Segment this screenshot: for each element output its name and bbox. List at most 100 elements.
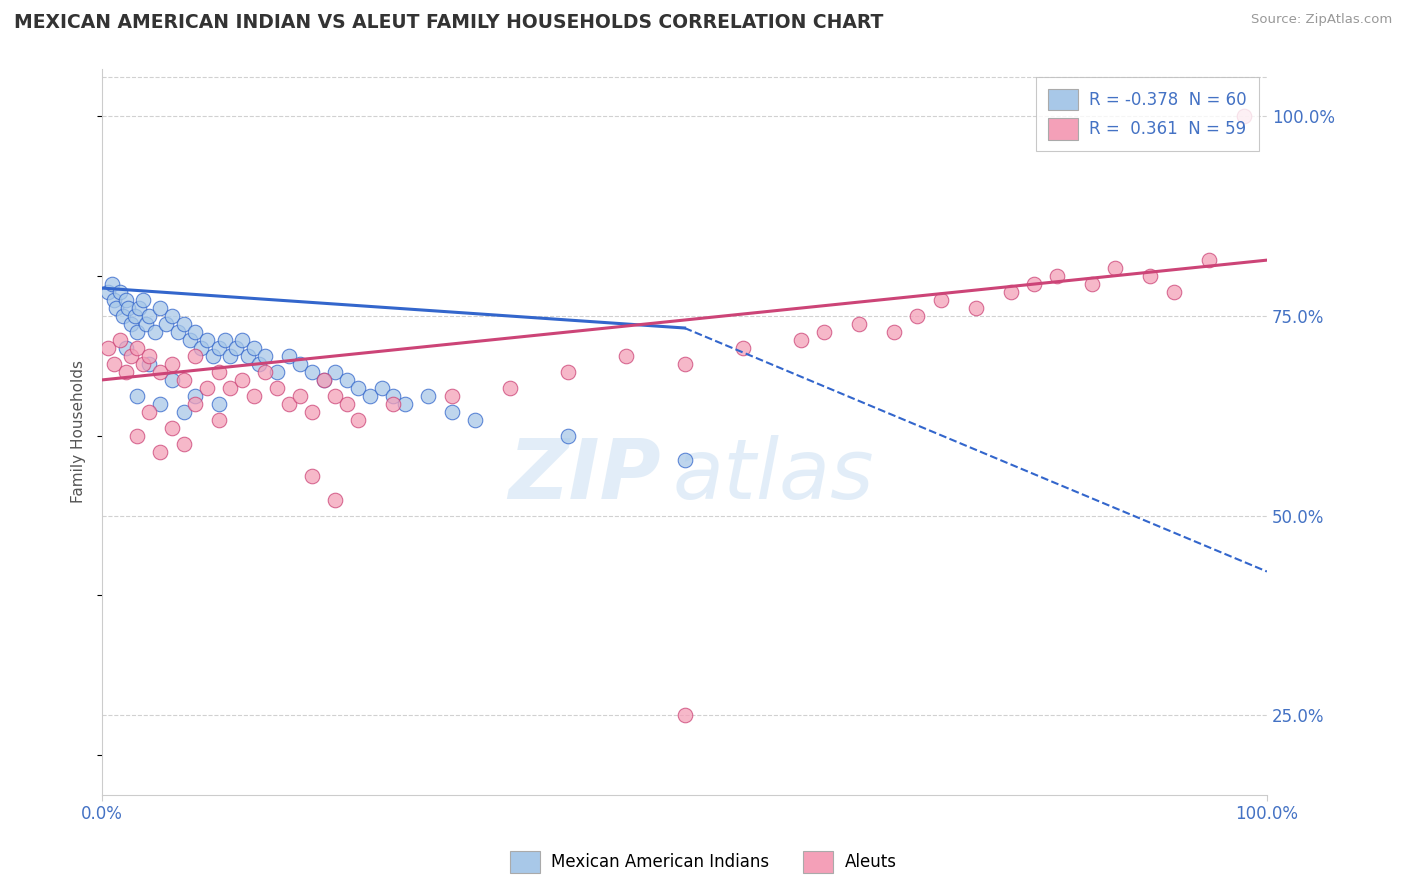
Point [929, 293, 952, 307]
Point [673, 357, 696, 371]
Point [347, 413, 370, 427]
Point [149, 397, 172, 411]
Point [149, 365, 172, 379]
Point [907, 309, 929, 323]
Point [124, 309, 146, 323]
Point [138, 309, 160, 323]
Point [336, 373, 359, 387]
Text: ZIP: ZIP [509, 435, 661, 516]
Point [249, 357, 271, 371]
Legend: R = -0.378  N = 60, R =  0.361  N = 59: R = -0.378 N = 60, R = 0.361 N = 59 [1036, 77, 1258, 152]
Point [160, 357, 183, 371]
Point [108, 285, 131, 299]
Point [266, 365, 288, 379]
Point [1022, 277, 1045, 291]
Legend: Mexican American Indians, Aleuts: Mexican American Indians, Aleuts [503, 845, 903, 880]
Point [254, 365, 277, 379]
Point [1081, 277, 1104, 291]
Point [208, 413, 231, 427]
Point [242, 341, 264, 355]
Point [1198, 253, 1220, 268]
Point [301, 468, 323, 483]
Y-axis label: Family Households: Family Households [72, 360, 86, 503]
Point [127, 325, 149, 339]
Point [277, 349, 299, 363]
Point [149, 301, 172, 315]
Point [160, 309, 183, 323]
Point [312, 373, 335, 387]
Point [149, 444, 172, 458]
Point [277, 397, 299, 411]
Point [382, 397, 405, 411]
Point [128, 301, 150, 315]
Point [1232, 110, 1254, 124]
Point [103, 293, 125, 307]
Point [132, 357, 155, 371]
Point [731, 341, 754, 355]
Point [231, 333, 253, 347]
Point [614, 349, 637, 363]
Point [254, 349, 277, 363]
Point [1046, 269, 1069, 284]
Point [347, 381, 370, 395]
Point [173, 317, 195, 331]
Point [236, 349, 259, 363]
Point [208, 365, 231, 379]
Point [105, 301, 128, 315]
Point [1163, 285, 1185, 299]
Point [167, 325, 190, 339]
Point [103, 357, 125, 371]
Point [301, 405, 323, 419]
Point [440, 389, 463, 403]
Point [120, 349, 142, 363]
Point [127, 341, 149, 355]
Point [195, 381, 218, 395]
Point [225, 341, 247, 355]
Point [138, 349, 160, 363]
Point [499, 381, 522, 395]
Point [848, 317, 870, 331]
Point [184, 389, 207, 403]
Point [112, 309, 135, 323]
Point [790, 333, 813, 347]
Point [114, 293, 136, 307]
Point [1104, 261, 1126, 276]
Point [114, 365, 136, 379]
Point [394, 397, 416, 411]
Point [127, 389, 149, 403]
Text: MEXICAN AMERICAN INDIAN VS ALEUT FAMILY HOUSEHOLDS CORRELATION CHART: MEXICAN AMERICAN INDIAN VS ALEUT FAMILY … [14, 13, 883, 32]
Point [201, 349, 224, 363]
Point [214, 333, 236, 347]
Point [132, 293, 155, 307]
Point [173, 373, 195, 387]
Point [290, 357, 312, 371]
Point [195, 333, 218, 347]
Point [440, 405, 463, 419]
Point [179, 333, 201, 347]
Point [184, 325, 207, 339]
Point [173, 405, 195, 419]
Point [359, 389, 381, 403]
Point [190, 341, 212, 355]
Point [97, 285, 120, 299]
Point [219, 381, 242, 395]
Point [557, 429, 579, 443]
Point [160, 421, 183, 435]
Point [184, 349, 207, 363]
Point [173, 436, 195, 450]
Point [155, 317, 177, 331]
Text: atlas: atlas [673, 435, 875, 516]
Point [813, 325, 835, 339]
Point [557, 365, 579, 379]
Point [266, 381, 288, 395]
Point [208, 341, 231, 355]
Point [1139, 269, 1161, 284]
Point [231, 373, 253, 387]
Point [160, 373, 183, 387]
Point [208, 397, 231, 411]
Point [138, 357, 160, 371]
Point [883, 325, 905, 339]
Point [100, 277, 122, 291]
Point [97, 341, 120, 355]
Point [673, 452, 696, 467]
